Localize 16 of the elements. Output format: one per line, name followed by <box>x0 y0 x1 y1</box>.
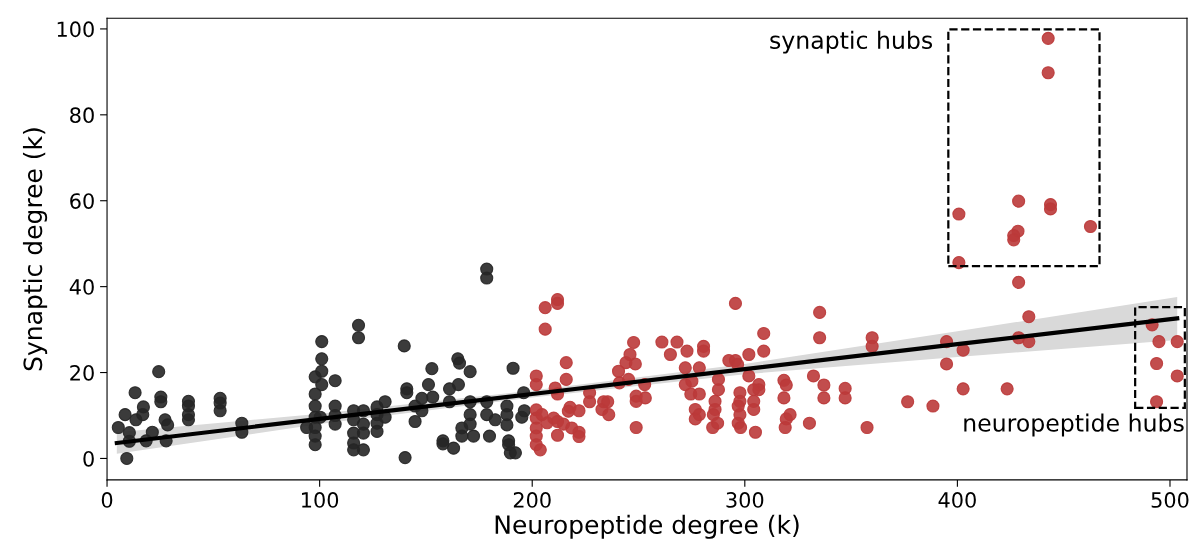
x-tick-label: 500 <box>1151 492 1189 508</box>
y-tick-label: 0 <box>83 450 94 467</box>
y-tick-label: 40 <box>69 279 94 295</box>
y-tick-label: 20 <box>70 364 94 381</box>
x-tick-label: 300 <box>726 492 764 508</box>
annotation: neuropeptide hubs <box>964 413 1184 437</box>
annotation: synaptic hubs <box>770 30 933 54</box>
y-tick-label: 80 <box>70 107 94 124</box>
x-tick-label: 0 <box>101 492 113 508</box>
x-tick-label: 100 <box>302 492 339 508</box>
y-axis-title: Synaptic degree (k) <box>22 128 48 371</box>
y-tick-label: 60 <box>70 193 94 209</box>
x-axis-title: Neuropeptide degree (k) <box>495 514 799 539</box>
x-tick-label: 200 <box>513 492 551 508</box>
x-tick-label: 400 <box>938 492 976 508</box>
y-tick-label: 100 <box>57 21 94 38</box>
